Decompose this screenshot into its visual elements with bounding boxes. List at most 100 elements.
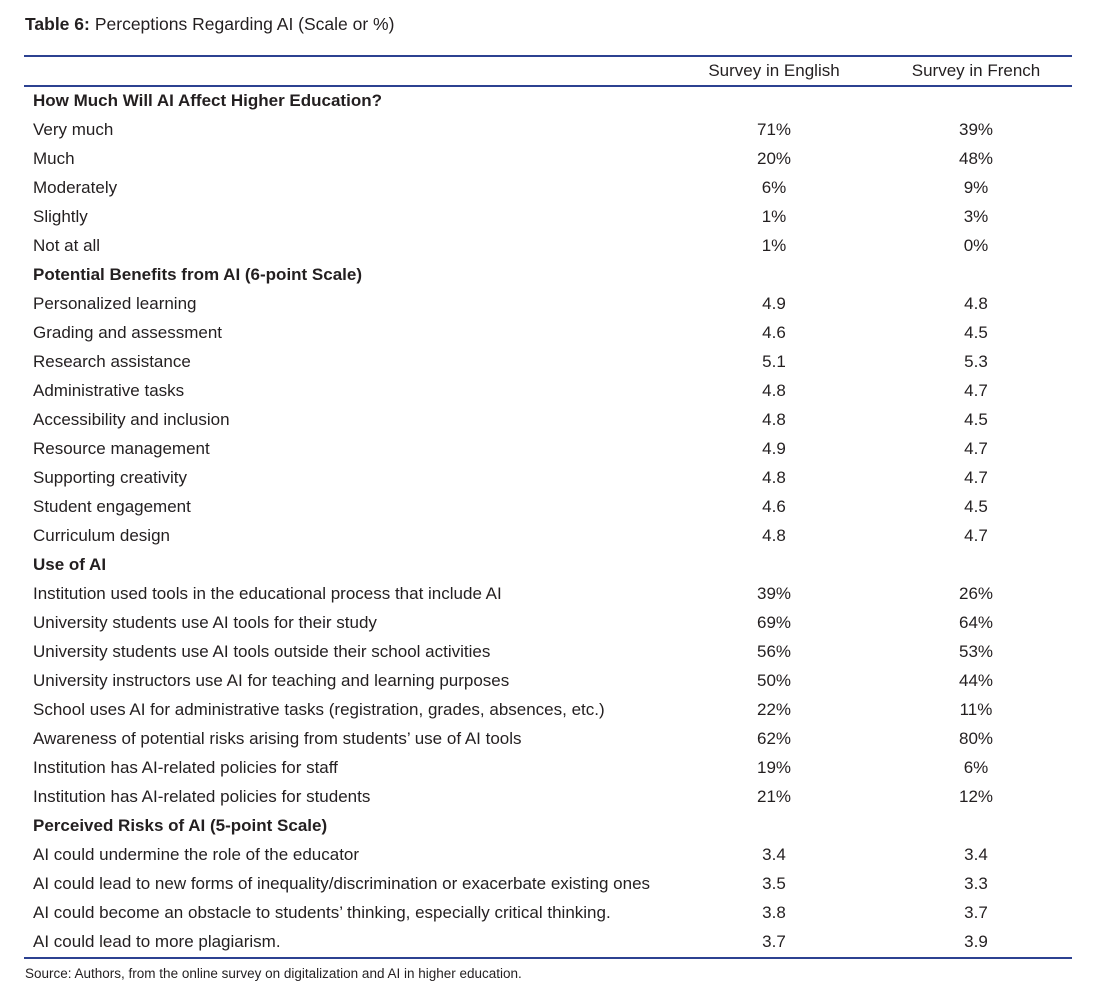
table-caption: Table 6: Perceptions Regarding AI (Scale … [25, 14, 1072, 36]
table-row: School uses AI for administrative tasks … [24, 696, 1072, 725]
table-row: AI could lead to more plagiarism. 3.7 3.9 [24, 928, 1072, 958]
value-french: 4.5 [964, 410, 988, 430]
value-french: 3.4 [964, 845, 988, 865]
table-row: Moderately 6% 9% [24, 174, 1072, 203]
value-english: 20% [756, 149, 792, 169]
row-label: Research assistance [33, 352, 191, 371]
table-row: AI could undermine the role of the educa… [24, 841, 1072, 870]
table-row: Research assistance 5.1 5.3 [24, 348, 1072, 377]
section-header-row: Potential Benefits from AI (6-point Scal… [24, 261, 1072, 290]
source-note: Source: Authors, from the online survey … [25, 965, 522, 981]
value-french: 4.7 [964, 439, 988, 459]
table-row: Much 20% 48% [24, 145, 1072, 174]
section-header-row: How Much Will AI Affect Higher Education… [24, 86, 1072, 116]
table-row: Curriculum design 4.8 4.7 [24, 522, 1072, 551]
table-row: Slightly 1% 3% [24, 203, 1072, 232]
row-label: Very much [33, 120, 114, 139]
value-french: 12% [958, 787, 994, 807]
table-row: Administrative tasks 4.8 4.7 [24, 377, 1072, 406]
value-english: 3.7 [762, 932, 786, 952]
value-english: 3.4 [762, 845, 786, 865]
column-header-english: Survey in English [708, 60, 840, 80]
value-english: 4.9 [762, 439, 786, 459]
value-english: 3.8 [762, 903, 786, 923]
empty-cell [668, 551, 880, 580]
table-row: Personalized learning 4.9 4.8 [24, 290, 1072, 319]
table-row: University students use AI tools outside… [24, 638, 1072, 667]
value-french: 80% [958, 729, 994, 749]
value-english: 4.8 [762, 526, 786, 546]
value-french: 5.3 [964, 352, 988, 372]
value-english: 69% [756, 613, 792, 633]
table-row: Resource management 4.9 4.7 [24, 435, 1072, 464]
row-label: Much [33, 149, 75, 168]
value-english: 21% [756, 787, 792, 807]
row-label: Student engagement [33, 497, 191, 516]
value-english: 6% [761, 178, 787, 198]
value-french: 3.7 [964, 903, 988, 923]
value-french: 64% [958, 613, 994, 633]
data-table: Survey in English Survey in French How M… [24, 54, 1072, 959]
value-english: 71% [756, 120, 792, 140]
value-english: 1% [761, 207, 787, 227]
value-french: 4.8 [964, 294, 988, 314]
table-row: Grading and assessment 4.6 4.5 [24, 319, 1072, 348]
value-english: 4.8 [762, 410, 786, 430]
empty-cell [880, 86, 1072, 116]
row-label: AI could undermine the role of the educa… [33, 845, 360, 864]
table-row: AI could become an obstacle to students’… [24, 899, 1072, 928]
row-label: Not at all [33, 236, 101, 255]
table-row: Student engagement 4.6 4.5 [24, 493, 1072, 522]
row-label: AI could become an obstacle to students’… [33, 903, 611, 922]
table-row: AI could lead to new forms of inequality… [24, 870, 1072, 899]
row-label: University students use AI tools outside… [33, 642, 491, 661]
row-label: Resource management [33, 439, 210, 458]
row-label: Administrative tasks [33, 381, 185, 400]
value-english: 19% [756, 758, 792, 778]
section-header-label: Use of AI [33, 555, 107, 574]
row-label: University students use AI tools for the… [33, 613, 377, 632]
value-french: 4.7 [964, 468, 988, 488]
value-english: 50% [756, 671, 792, 691]
table-row: Awareness of potential risks arising fro… [24, 725, 1072, 754]
row-label: Curriculum design [33, 526, 170, 545]
value-english: 62% [756, 729, 792, 749]
value-french: 44% [958, 671, 994, 691]
section-header-label: Potential Benefits from AI (6-point Scal… [33, 265, 363, 284]
value-english: 4.6 [762, 497, 786, 517]
value-french: 0% [963, 236, 989, 256]
table-row: Very much 71% 39% [24, 116, 1072, 145]
page: Table 6: Perceptions Regarding AI (Scale … [24, 14, 1072, 981]
table-row: Supporting creativity 4.8 4.7 [24, 464, 1072, 493]
value-french: 6% [963, 758, 989, 778]
value-french: 9% [963, 178, 989, 198]
row-label: Institution used tools in the educationa… [33, 584, 502, 603]
value-english: 3.5 [762, 874, 786, 894]
row-label: Accessibility and inclusion [33, 410, 230, 429]
value-french: 3.9 [964, 932, 988, 952]
table-title-text: Perceptions Regarding AI (Scale or %) [94, 14, 395, 34]
empty-cell [668, 812, 880, 841]
value-french: 53% [958, 642, 994, 662]
value-french: 48% [958, 149, 994, 169]
value-english: 4.6 [762, 323, 786, 343]
value-english: 4.9 [762, 294, 786, 314]
column-header-french: Survey in French [911, 60, 1041, 80]
table-row: Institution has AI-related policies for … [24, 783, 1072, 812]
row-label: University instructors use AI for teachi… [33, 671, 510, 690]
value-english: 1% [761, 236, 787, 256]
empty-cell [880, 551, 1072, 580]
row-label: AI could lead to new forms of inequality… [33, 874, 651, 893]
value-french: 11% [959, 700, 993, 720]
table-row: University instructors use AI for teachi… [24, 667, 1072, 696]
value-english: 4.8 [762, 468, 786, 488]
row-label: Personalized learning [33, 294, 197, 313]
value-french: 3.3 [964, 874, 988, 894]
empty-cell [880, 261, 1072, 290]
table-row: Accessibility and inclusion 4.8 4.5 [24, 406, 1072, 435]
row-label: Grading and assessment [33, 323, 222, 342]
empty-cell [880, 812, 1072, 841]
section-header-row: Use of AI [24, 551, 1072, 580]
empty-cell [668, 261, 880, 290]
table-row: University students use AI tools for the… [24, 609, 1072, 638]
